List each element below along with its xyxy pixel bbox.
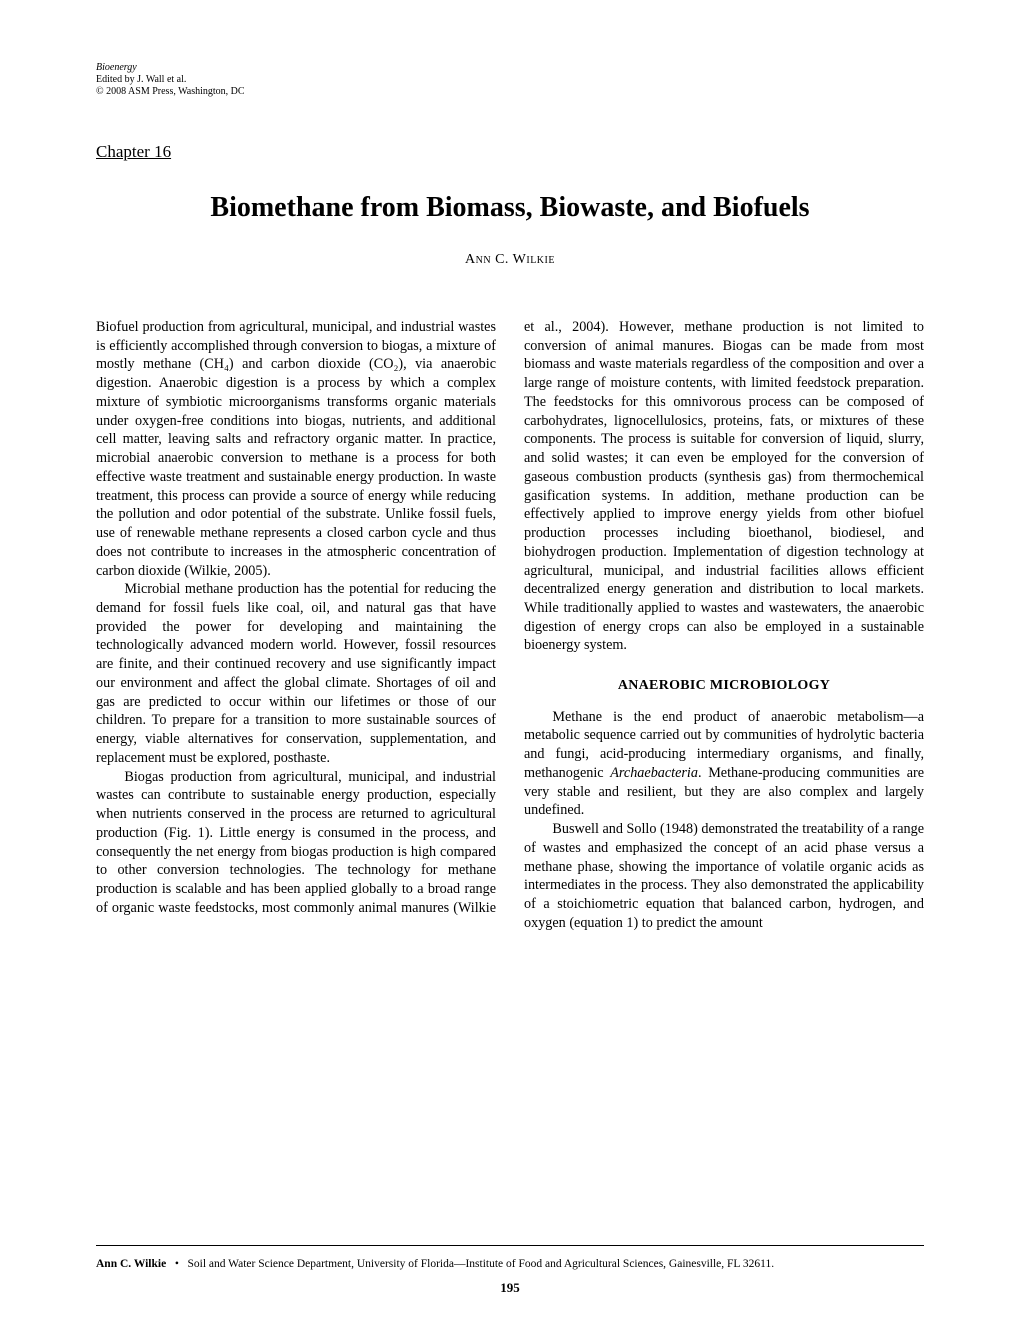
body-columns: Biofuel production from agricultural, mu… [96, 318, 924, 933]
affiliation-bullet: • [175, 1258, 179, 1270]
footer-rule [96, 1245, 924, 1246]
chapter-author: Ann C. Wilkie [96, 252, 924, 268]
book-title: Bioenergy [96, 62, 924, 74]
affiliation-author-name: Ann C. Wilkie [96, 1258, 166, 1270]
chapter-title: Biomethane from Biomass, Biowaste, and B… [96, 192, 924, 224]
copyright-line: © 2008 ASM Press, Washington, DC [96, 86, 924, 98]
paragraph-2: Microbial methane production has the pot… [96, 580, 496, 767]
book-header: Bioenergy Edited by J. Wall et al. © 200… [96, 62, 924, 98]
paragraph-4: Methane is the end product of anaerobic … [524, 708, 924, 820]
section-heading-anaerobic: ANAEROBIC MICROBIOLOGY [524, 677, 924, 695]
editor-line: Edited by J. Wall et al. [96, 74, 924, 86]
paragraph-1: Biofuel production from agricultural, mu… [96, 318, 496, 580]
author-affiliation: Ann C. Wilkie • Soil and Water Science D… [96, 1258, 924, 1270]
paragraph-5: Buswell and Sollo (1948) demonstrated th… [524, 820, 924, 932]
affiliation-text: Soil and Water Science Department, Unive… [187, 1258, 774, 1270]
page-number: 195 [0, 1280, 1020, 1296]
chapter-label: Chapter 16 [96, 142, 924, 162]
p4-italic: Archaebacteria [610, 765, 698, 781]
